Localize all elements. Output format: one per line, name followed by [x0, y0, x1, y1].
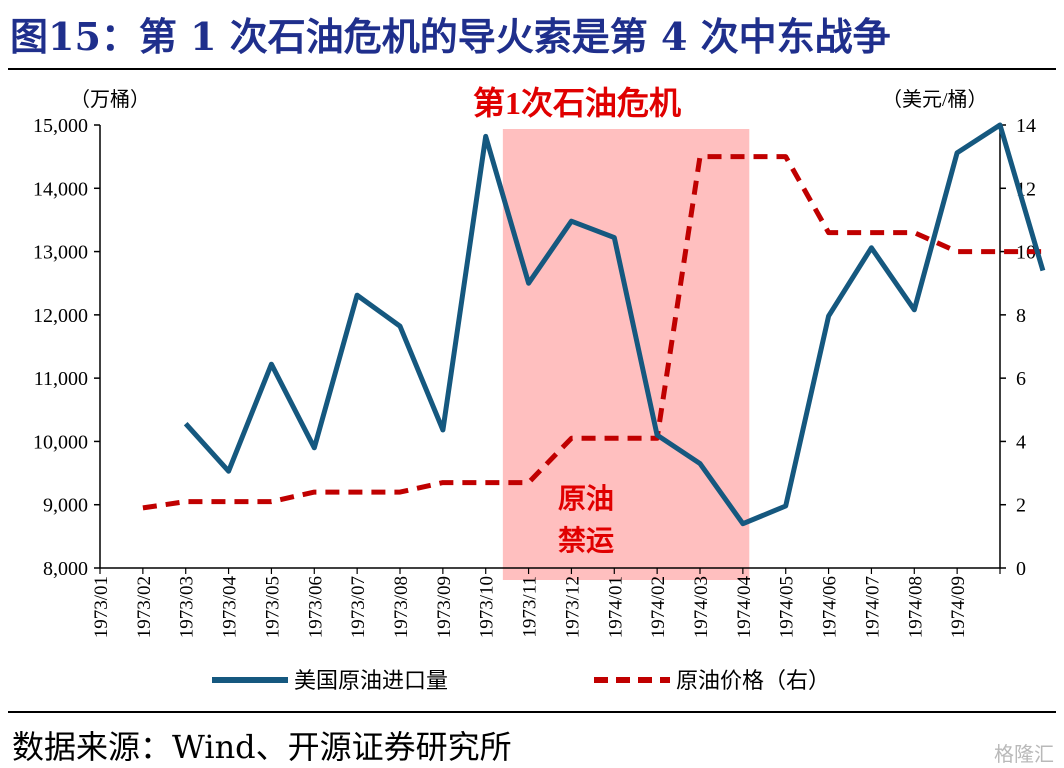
x-tick-label: 1973/01 — [91, 576, 112, 638]
left-tick-label: 14,000 — [33, 178, 88, 200]
left-tick-label: 9,000 — [43, 495, 88, 517]
right-tick-label: 4 — [1016, 431, 1026, 453]
x-tick-label: 1974/02 — [648, 576, 669, 638]
x-tick-label: 1973/06 — [305, 576, 326, 638]
series-line-us-crude-imports — [183, 122, 1046, 527]
dual-axis-line-chart: 8,000 9,000 10,000 11,000 12,000 13,000 14,000… — [33, 85, 1046, 693]
right-tick-label: 2 — [1016, 495, 1026, 517]
x-tick-label: 1974/04 — [734, 576, 755, 639]
source-note: 数据来源：Wind、开源证券研究所 — [12, 728, 512, 766]
left-tick-label: 15,000 — [33, 115, 88, 137]
x-tick-label: 1974/06 — [820, 576, 841, 638]
x-tick-label: 1973/03 — [177, 576, 198, 638]
figure-title: 图15：第 1 次石油危机的导火索是第 4 次中东战争 — [10, 14, 891, 59]
right-tick-label: 6 — [1016, 368, 1026, 390]
legend-label-price: 原油价格（右） — [676, 668, 830, 693]
x-tick-label: 1973/02 — [134, 576, 155, 638]
annotation-embargo-line1: 原油 — [558, 483, 614, 515]
right-tick-label: 10 — [1016, 242, 1036, 264]
left-tick-label: 10,000 — [33, 431, 88, 453]
left-axis-unit: （万桶） — [70, 88, 150, 111]
right-tick-label: 14 — [1016, 115, 1036, 137]
x-tick-label: 1973/11 — [520, 576, 541, 638]
series-line-oil-price — [142, 154, 1043, 511]
x-tick-label: 1974/07 — [862, 576, 883, 638]
x-tick-label: 1973/04 — [220, 576, 241, 639]
left-tick-label: 12,000 — [33, 305, 88, 327]
x-tick-label: 1974/08 — [905, 576, 926, 638]
x-tick-label: 1974/01 — [605, 576, 626, 638]
shaded-region — [502, 129, 750, 580]
left-tick-label: 8,000 — [43, 558, 88, 580]
x-tick-label: 1973/05 — [262, 576, 283, 638]
x-tick-label: 1974/03 — [691, 576, 712, 638]
right-tick-label: 0 — [1016, 558, 1026, 580]
right-tick-label: 8 — [1016, 305, 1026, 327]
bottom-rule — [8, 711, 1056, 713]
x-tick-label: 1973/07 — [348, 576, 369, 638]
x-tick-label: 1973/09 — [434, 576, 455, 638]
x-tick-label: 1973/08 — [391, 576, 412, 638]
legend: 美国原油进口量 原油价格（右） — [212, 668, 830, 693]
annotation-crisis: 第1次石油危机 — [473, 85, 681, 121]
x-tick-label: 1973/10 — [477, 576, 498, 638]
watermark: 格隆汇 — [994, 742, 1054, 766]
x-tick-label: 1974/09 — [948, 576, 969, 638]
left-tick-label: 13,000 — [33, 242, 88, 264]
left-tick-label: 11,000 — [34, 368, 88, 390]
x-tick-label: 1974/05 — [777, 576, 798, 638]
top-rule — [8, 68, 1056, 70]
right-axis-unit: （美元/桶） — [882, 88, 988, 111]
x-tick-label: 1973/12 — [562, 576, 583, 638]
legend-label-import: 美国原油进口量 — [294, 668, 448, 693]
annotation-embargo-line2: 禁运 — [558, 525, 614, 557]
